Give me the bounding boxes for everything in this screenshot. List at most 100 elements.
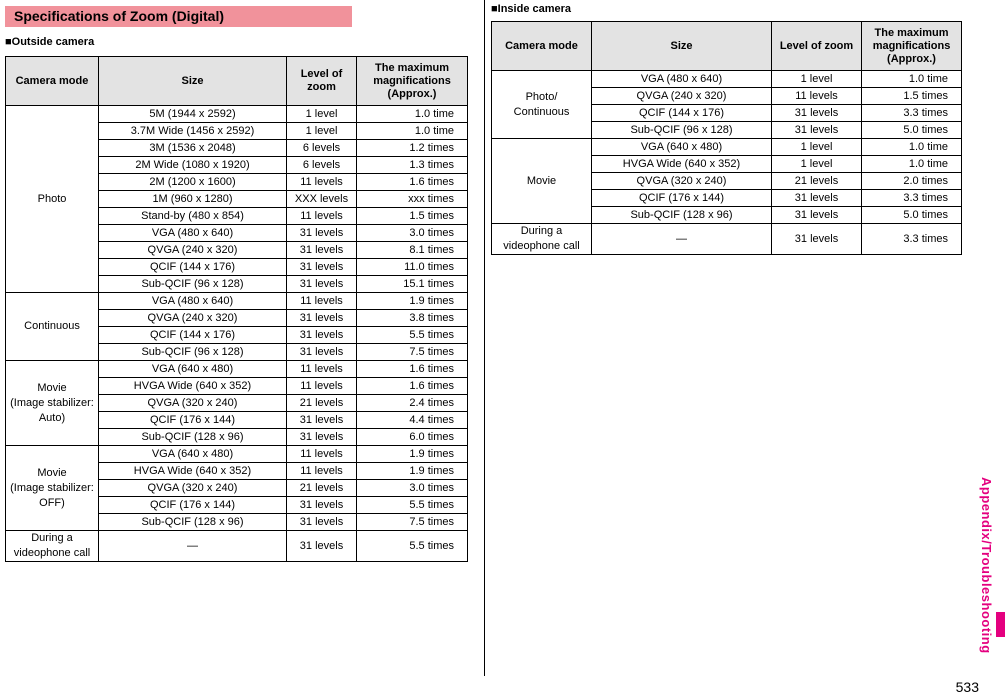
table-row: Movie (Image stabilizer: Auto) VGA (640 x… [5, 360, 468, 446]
max-magnification-cell: 4.4 times [356, 411, 468, 429]
zoom-level-cell: 1 level [286, 105, 357, 123]
table-row: QVGA (240 x 320) 31 levels 3.8 times [6, 309, 468, 327]
max-magnification-cell: 6.0 times [356, 428, 468, 446]
camera-mode-cell: Movie [491, 138, 592, 224]
zoom-level-cell: 6 levels [286, 139, 357, 157]
table-row: 2M (1200 x 1600) 11 levels 1.6 times [6, 173, 468, 191]
size-cell: VGA (640 x 480) [98, 445, 287, 463]
column-header: Camera mode [491, 21, 592, 71]
zoom-level-cell: 31 levels [286, 241, 357, 259]
zoom-level-cell: 1 level [286, 122, 357, 140]
camera-mode-cell: Photo [5, 105, 99, 293]
max-magnification-cell: 2.0 times [861, 172, 962, 190]
size-cell: 5M (1944 x 2592) [98, 105, 287, 123]
table-row: QCIF (176 x 144) 31 levels 5.5 times [6, 496, 468, 514]
size-cell: QCIF (176 x 144) [98, 411, 287, 429]
max-magnification-cell: 3.3 times [861, 104, 962, 122]
zoom-level-cell: 11 levels [286, 360, 357, 378]
camera-mode-cell: Continuous [5, 292, 99, 361]
size-cell: HVGA Wide (640 x 352) [98, 377, 287, 395]
size-cell: Sub-QCIF (128 x 96) [98, 513, 287, 531]
table-row: HVGA Wide (640 x 352) 11 levels 1.6 times [6, 377, 468, 395]
size-cell: VGA (640 x 480) [591, 138, 772, 156]
zoom-level-cell: 11 levels [286, 445, 357, 463]
size-cell: 3.7M Wide (1456 x 2592) [98, 122, 287, 140]
zoom-level-cell: 31 levels [286, 309, 357, 327]
max-magnification-cell: 1.6 times [356, 377, 468, 395]
max-magnification-cell: 2.4 times [356, 394, 468, 412]
zoom-level-cell: 31 levels [286, 224, 357, 242]
zoom-level-cell: 11 levels [286, 462, 357, 480]
size-cell: QVGA (240 x 320) [591, 87, 772, 105]
max-magnification-cell: 1.9 times [356, 292, 468, 310]
side-tab-marker [996, 612, 1005, 637]
max-magnification-cell: 11.0 times [356, 258, 468, 276]
size-cell: QCIF (176 x 144) [591, 189, 772, 207]
size-cell: HVGA Wide (640 x 352) [98, 462, 287, 480]
zoom-level-cell: 21 levels [286, 394, 357, 412]
size-cell: HVGA Wide (640 x 352) [591, 155, 772, 173]
max-magnification-cell: 1.0 time [356, 122, 468, 140]
max-magnification-cell: 1.3 times [356, 156, 468, 174]
max-magnification-cell: 1.0 time [861, 138, 962, 156]
page-title: Specifications of Zoom (Digital) [5, 6, 352, 27]
zoom-level-cell: 31 levels [286, 275, 357, 293]
table-row: Movie VGA (640 x 480) 1 level 1.0 time [491, 138, 962, 224]
size-cell: VGA (480 x 640) [98, 292, 287, 310]
column-header: Level of zoom [286, 56, 357, 106]
zoom-level-cell: 31 levels [286, 326, 357, 344]
zoom-level-cell: 31 levels [286, 258, 357, 276]
size-cell: QVGA (320 x 240) [591, 172, 772, 190]
table-row: QVGA (240 x 320) 31 levels 8.1 times [6, 241, 468, 259]
max-magnification-cell: xxx times [356, 190, 468, 208]
size-cell: QVGA (240 x 320) [98, 309, 287, 327]
size-cell: Stand-by (480 x 854) [98, 207, 287, 225]
zoom-level-cell: 31 levels [286, 513, 357, 531]
table-row: Sub-QCIF (128 x 96) 31 levels 5.0 times [492, 206, 962, 224]
appendix-troubleshooting-side-tab: Appendix/Troubleshooting [979, 477, 994, 654]
zoom-level-cell: 31 levels [771, 121, 862, 139]
outside-camera-section-label: ■Outside camera [5, 36, 95, 48]
zoom-level-cell: 11 levels [286, 292, 357, 310]
zoom-level-cell: 11 levels [771, 87, 862, 105]
zoom-level-cell: 31 levels [771, 206, 862, 224]
max-magnification-cell: 3.3 times [861, 189, 962, 207]
zoom-level-cell: XXX levels [286, 190, 357, 208]
max-magnification-cell: 3.8 times [356, 309, 468, 327]
table-row: During a videophone call —31 levels 5.5 ti… [5, 530, 468, 562]
inside-camera-table: Camera mode Size Level of zoom The maximum … [491, 21, 962, 255]
camera-mode-cell: Movie (Image stabilizer: OFF) [5, 445, 99, 531]
size-cell: — [591, 223, 772, 255]
max-magnification-cell: 1.6 times [356, 360, 468, 378]
table-row: 2M Wide (1080 x 1920) 6 levels 1.3 times [6, 156, 468, 174]
zoom-level-cell: 1 level [771, 155, 862, 173]
zoom-level-cell: 31 levels [286, 428, 357, 446]
column-header: Level of zoom [771, 21, 862, 71]
max-magnification-cell: 1.9 times [356, 445, 468, 463]
camera-mode-cell: During a videophone call [5, 530, 99, 562]
page-number: 533 [955, 679, 979, 695]
max-magnification-cell: 1.0 time [861, 155, 962, 173]
column-header: The maximum magnifications (Approx.) [356, 56, 468, 106]
max-magnification-cell: 3.0 times [356, 224, 468, 242]
size-cell: Sub-QCIF (96 x 128) [591, 121, 772, 139]
size-cell: QCIF (144 x 176) [98, 326, 287, 344]
size-cell: QCIF (144 x 176) [98, 258, 287, 276]
header-row: Camera mode Size Level of zoom The maximum … [491, 21, 962, 71]
size-cell: Sub-QCIF (96 x 128) [98, 275, 287, 293]
inside-camera-table-container: Camera mode Size Level of zoom The maximum … [491, 21, 962, 255]
max-magnification-cell: 1.0 time [356, 105, 468, 123]
zoom-level-cell: 11 levels [286, 377, 357, 395]
size-cell: 2M Wide (1080 x 1920) [98, 156, 287, 174]
table-row: Sub-QCIF (96 x 128) 31 levels 5.0 times [492, 121, 962, 139]
column-divider [484, 0, 485, 676]
max-magnification-cell: 1.9 times [356, 462, 468, 480]
max-magnification-cell: 1.2 times [356, 139, 468, 157]
outside-camera-table-container: Camera mode Size Level of zoom The maximum … [5, 56, 468, 562]
max-magnification-cell: 7.5 times [356, 343, 468, 361]
zoom-level-cell: 6 levels [286, 156, 357, 174]
zoom-level-cell: 31 levels [771, 189, 862, 207]
table-row: QCIF (144 x 176) 31 levels 3.3 times [492, 104, 962, 122]
size-cell: 3M (1536 x 2048) [98, 139, 287, 157]
table-row: Photo/ Continuous VGA (480 x 640) 1 level 1… [491, 70, 962, 139]
